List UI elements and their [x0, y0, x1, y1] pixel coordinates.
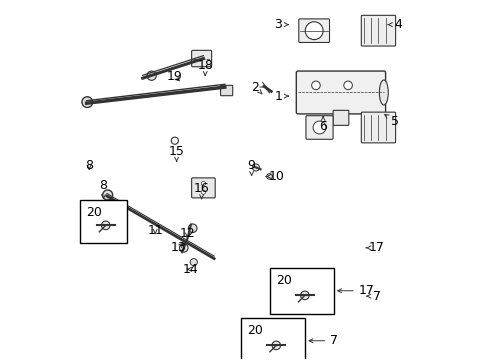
Bar — [241, 318, 305, 360]
Text: 7: 7 — [308, 334, 338, 347]
Text: 2: 2 — [251, 81, 262, 94]
Ellipse shape — [379, 80, 387, 105]
Text: 18: 18 — [197, 59, 213, 76]
Circle shape — [147, 71, 156, 80]
FancyBboxPatch shape — [361, 112, 395, 143]
Circle shape — [312, 121, 325, 134]
FancyBboxPatch shape — [298, 19, 329, 42]
Text: 11: 11 — [147, 224, 163, 237]
Text: 14: 14 — [183, 263, 199, 276]
Ellipse shape — [102, 190, 112, 200]
FancyBboxPatch shape — [332, 111, 348, 125]
Text: 20: 20 — [247, 324, 263, 337]
Text: 17: 17 — [365, 241, 384, 255]
Text: 6: 6 — [319, 117, 326, 133]
Bar — [269, 267, 333, 314]
Text: 20: 20 — [275, 274, 291, 287]
Text: 8: 8 — [99, 179, 107, 199]
Circle shape — [252, 164, 259, 171]
Circle shape — [343, 81, 352, 90]
FancyBboxPatch shape — [191, 178, 215, 198]
Text: 9: 9 — [247, 159, 255, 175]
Text: 13: 13 — [170, 241, 186, 255]
Text: 8: 8 — [85, 159, 93, 172]
FancyBboxPatch shape — [305, 116, 332, 139]
Circle shape — [266, 174, 272, 179]
Text: 10: 10 — [265, 170, 284, 183]
Text: 17: 17 — [337, 284, 374, 297]
Circle shape — [305, 22, 323, 40]
FancyBboxPatch shape — [361, 15, 395, 46]
Circle shape — [179, 244, 188, 252]
Text: 20: 20 — [86, 206, 102, 219]
Circle shape — [190, 258, 197, 266]
Circle shape — [101, 221, 110, 230]
Text: 19: 19 — [166, 70, 183, 83]
Text: 15: 15 — [168, 145, 184, 161]
FancyBboxPatch shape — [191, 50, 211, 67]
Ellipse shape — [82, 97, 93, 108]
FancyBboxPatch shape — [296, 71, 385, 114]
Text: 3: 3 — [274, 18, 288, 31]
Text: 5: 5 — [384, 114, 398, 127]
Circle shape — [171, 137, 178, 144]
Text: 16: 16 — [193, 183, 209, 199]
Circle shape — [201, 181, 205, 186]
Circle shape — [201, 190, 205, 194]
Text: 4: 4 — [387, 18, 401, 31]
Circle shape — [311, 81, 320, 90]
Circle shape — [271, 341, 280, 350]
Circle shape — [188, 224, 197, 233]
FancyBboxPatch shape — [220, 85, 232, 96]
Text: 1: 1 — [274, 90, 288, 103]
Circle shape — [300, 291, 308, 300]
Bar — [80, 200, 126, 243]
Text: 7: 7 — [366, 289, 380, 303]
Text: 12: 12 — [179, 227, 195, 240]
